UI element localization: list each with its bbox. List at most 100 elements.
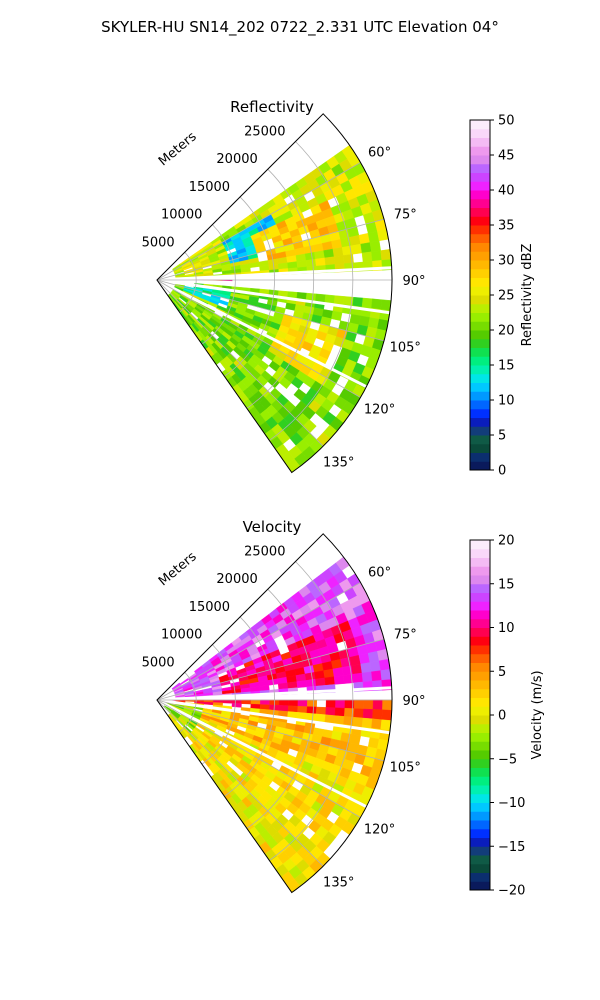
range-ring <box>224 616 275 797</box>
colorbar-swatch <box>470 321 490 331</box>
azimuth-gridline <box>156 218 385 281</box>
colorbar-swatch <box>470 461 490 471</box>
range-ring <box>269 561 354 861</box>
velocity-range-axis-label: Meters <box>156 549 200 589</box>
azimuth-gridline <box>156 582 361 701</box>
range-ring <box>269 141 354 441</box>
colorbar-swatch <box>470 592 490 602</box>
echo-cell <box>222 699 233 704</box>
azimuth-tick-label: 135° <box>323 456 354 471</box>
colorbar-swatch <box>470 417 490 427</box>
echo-cell <box>288 699 299 707</box>
azimuth-tick-label: 60° <box>368 566 391 581</box>
colorbar-tick-label: 15 <box>498 577 515 592</box>
echo-cell <box>380 719 392 731</box>
echo-cell <box>371 670 382 682</box>
azimuth-tick-label: 75° <box>394 627 417 642</box>
colorbar-swatch <box>470 338 490 348</box>
azimuth-tick-label: 60° <box>368 146 391 161</box>
colorbar-swatch <box>470 163 490 173</box>
colorbar-tick-label: 35 <box>498 219 515 234</box>
colorbar-tick-label: −5 <box>498 752 517 767</box>
echo-cell <box>315 713 326 723</box>
colorbar-swatch <box>470 697 490 707</box>
colorbar-swatch <box>470 653 490 663</box>
range-ring <box>201 224 236 345</box>
colorbar-swatch <box>470 242 490 252</box>
echo-cell <box>324 714 336 724</box>
colorbar-swatch <box>470 627 490 637</box>
echo-cell <box>287 261 298 269</box>
colorbar-swatch <box>470 128 490 138</box>
echo-cell <box>369 240 381 253</box>
colorbar-swatch <box>470 347 490 357</box>
colorbar-swatch <box>470 120 490 130</box>
echo-cell <box>372 699 383 711</box>
colorbar-swatch <box>470 330 490 340</box>
velocity-title: Velocity <box>243 518 302 536</box>
colorbar-swatch <box>470 837 490 847</box>
azimuth-tick-label: 105° <box>390 341 421 356</box>
range-tick-label: 20000 <box>216 572 257 587</box>
azimuth-tick-label: 90° <box>402 694 425 709</box>
azimuth-gridline <box>156 699 361 818</box>
colorbar-swatch <box>470 680 490 690</box>
azimuth-gridline <box>156 162 361 281</box>
range-tick-label: 5000 <box>142 655 175 670</box>
echo-cell <box>381 709 393 721</box>
colorbar-swatch <box>470 785 490 795</box>
range-tick-label: 25000 <box>244 125 285 140</box>
echo-cell <box>351 663 363 675</box>
velocity-colorbar: −20 −15 −10 −5 0 5 10 15 20 <box>469 534 525 899</box>
echo-cell <box>296 680 308 688</box>
echo-cell <box>382 699 393 711</box>
echo-cell <box>278 705 289 712</box>
colorbar-swatch <box>470 155 490 165</box>
sector-boundary <box>156 113 393 474</box>
colorbar-swatch <box>470 723 490 733</box>
colorbar-swatch <box>470 636 490 646</box>
reflectivity-panel: Reflectivity 5000 10000 15000 20000 25000 60°… <box>142 98 535 479</box>
colorbar-swatch <box>470 863 490 873</box>
colorbar-swatch <box>470 715 490 725</box>
colorbar-swatch <box>470 382 490 392</box>
colorbar-swatch <box>470 566 490 576</box>
echo-cell <box>287 681 298 689</box>
colorbar-swatch <box>470 373 490 383</box>
velocity-colorbar-label: Velocity (m/s) <box>530 670 545 759</box>
azimuth-gridline <box>156 279 324 447</box>
range-tick-label: 10000 <box>161 208 202 223</box>
range-tick-label: 10000 <box>161 628 202 643</box>
echo-cell <box>333 675 345 685</box>
colorbar-swatch <box>470 645 490 655</box>
velocity-panel: Velocity 5000 10000 15000 20000 25000 60° 75° 9… <box>142 518 545 899</box>
azimuth-gridline <box>156 699 385 762</box>
echo-cell <box>352 716 364 728</box>
colorbar-tick-label: −20 <box>498 884 525 899</box>
colorbar-swatch <box>470 846 490 856</box>
echo-cell <box>278 699 289 706</box>
colorbar-swatch <box>470 172 490 182</box>
echo-cell <box>361 251 373 263</box>
echo-cell <box>323 668 335 679</box>
velocity-grid <box>156 533 393 894</box>
echo-cell <box>203 701 214 706</box>
azimuth-tick-label: 135° <box>323 876 354 891</box>
colorbar-swatch <box>470 216 490 226</box>
colorbar-swatch <box>470 548 490 558</box>
colorbar-swatch <box>470 435 490 445</box>
echo-cell <box>287 705 299 713</box>
colorbar-swatch <box>470 312 490 322</box>
colorbar-swatch <box>470 881 490 891</box>
echo-cell <box>332 667 344 677</box>
colorbar-tick-label: 15 <box>498 359 515 374</box>
colorbar-swatch <box>470 820 490 830</box>
colorbar-swatch <box>470 137 490 147</box>
colorbar-swatch <box>470 557 490 567</box>
colorbar-tick-label: −10 <box>498 796 525 811</box>
colorbar-swatch <box>470 303 490 313</box>
echo-cell <box>351 243 363 255</box>
echo-cell <box>296 260 308 268</box>
echo-cell <box>324 294 336 304</box>
range-ring <box>201 644 236 765</box>
